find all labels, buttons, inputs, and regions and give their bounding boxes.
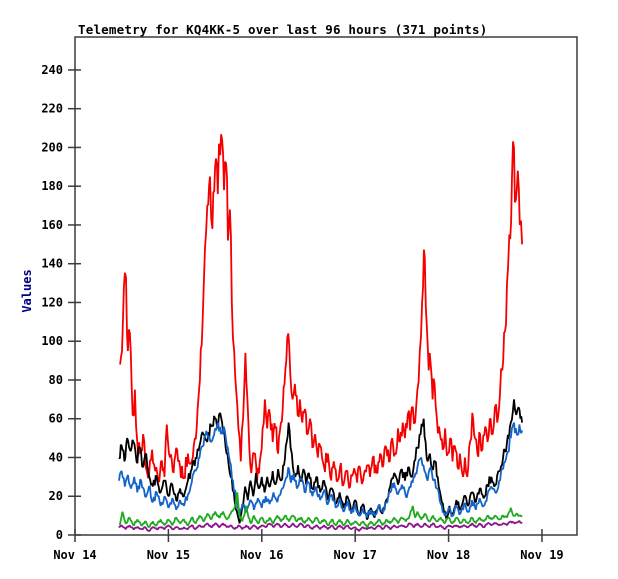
x-tick-label: Nov 19: [520, 548, 563, 562]
y-tick-label: 240: [41, 63, 63, 77]
series-red-line: [119, 134, 523, 489]
x-tick-label: Nov 14: [53, 548, 96, 562]
series-purple-line: [118, 520, 523, 532]
x-tick-label: Nov 17: [334, 548, 377, 562]
y-tick-label: 160: [41, 218, 63, 232]
y-axis-label: Values: [20, 269, 34, 313]
series-group: [118, 134, 523, 532]
y-tick-label: 20: [49, 489, 63, 503]
y-tick-label: 180: [41, 179, 63, 193]
y-tick-label: 200: [41, 140, 63, 154]
y-tick-label: 60: [49, 412, 63, 426]
x-tick-label: Nov 15: [147, 548, 190, 562]
x-tick-label: Nov 18: [427, 548, 470, 562]
y-tick-label: 0: [56, 528, 63, 542]
series-green-line: [118, 492, 523, 528]
y-tick-label: 140: [41, 257, 63, 271]
y-tick-label: 80: [49, 373, 63, 387]
y-tick-label: 220: [41, 102, 63, 116]
y-tick-label: 120: [41, 295, 63, 309]
series-blue-line: [118, 422, 523, 518]
plot-border: [74, 36, 578, 536]
y-tick-label: 100: [41, 334, 63, 348]
x-tick-label: Nov 16: [240, 548, 283, 562]
y-tick-label: 40: [49, 450, 63, 464]
chart-title: Telemetry for KQ4KK-5 over last 96 hours…: [78, 22, 488, 37]
